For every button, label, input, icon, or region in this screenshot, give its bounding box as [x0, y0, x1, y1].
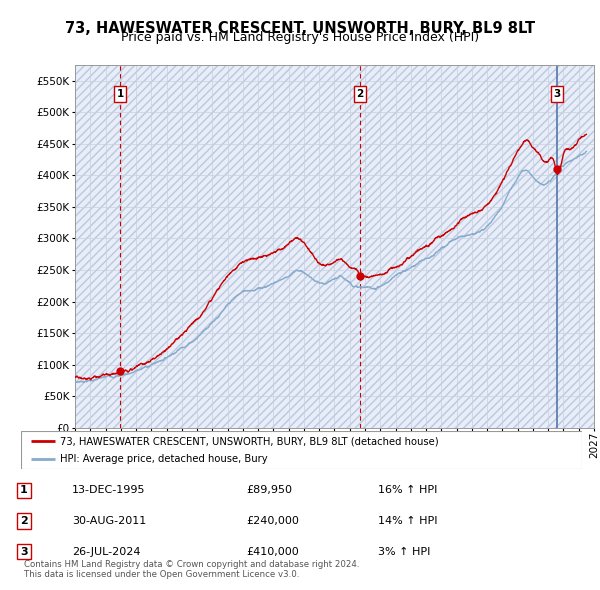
Text: 73, HAWESWATER CRESCENT, UNSWORTH, BURY, BL9 8LT (detached house): 73, HAWESWATER CRESCENT, UNSWORTH, BURY,… — [60, 436, 439, 446]
Text: 3% ↑ HPI: 3% ↑ HPI — [378, 547, 430, 556]
Text: 1: 1 — [116, 89, 124, 99]
Text: 13-DEC-1995: 13-DEC-1995 — [72, 486, 146, 495]
Text: 73, HAWESWATER CRESCENT, UNSWORTH, BURY, BL9 8LT: 73, HAWESWATER CRESCENT, UNSWORTH, BURY,… — [65, 21, 535, 35]
Text: 30-AUG-2011: 30-AUG-2011 — [72, 516, 146, 526]
Text: 16% ↑ HPI: 16% ↑ HPI — [378, 486, 437, 495]
Text: 3: 3 — [553, 89, 560, 99]
Text: £89,950: £89,950 — [246, 486, 292, 495]
Text: 26-JUL-2024: 26-JUL-2024 — [72, 547, 140, 556]
Text: £240,000: £240,000 — [246, 516, 299, 526]
Text: 14% ↑ HPI: 14% ↑ HPI — [378, 516, 437, 526]
Text: 3: 3 — [20, 547, 28, 556]
Text: 2: 2 — [356, 89, 364, 99]
Text: £410,000: £410,000 — [246, 547, 299, 556]
Text: 1: 1 — [20, 486, 28, 495]
Text: HPI: Average price, detached house, Bury: HPI: Average price, detached house, Bury — [60, 454, 268, 464]
Text: Price paid vs. HM Land Registry's House Price Index (HPI): Price paid vs. HM Land Registry's House … — [121, 31, 479, 44]
Text: 2: 2 — [20, 516, 28, 526]
FancyBboxPatch shape — [21, 431, 582, 469]
Text: Contains HM Land Registry data © Crown copyright and database right 2024.
This d: Contains HM Land Registry data © Crown c… — [24, 560, 359, 579]
